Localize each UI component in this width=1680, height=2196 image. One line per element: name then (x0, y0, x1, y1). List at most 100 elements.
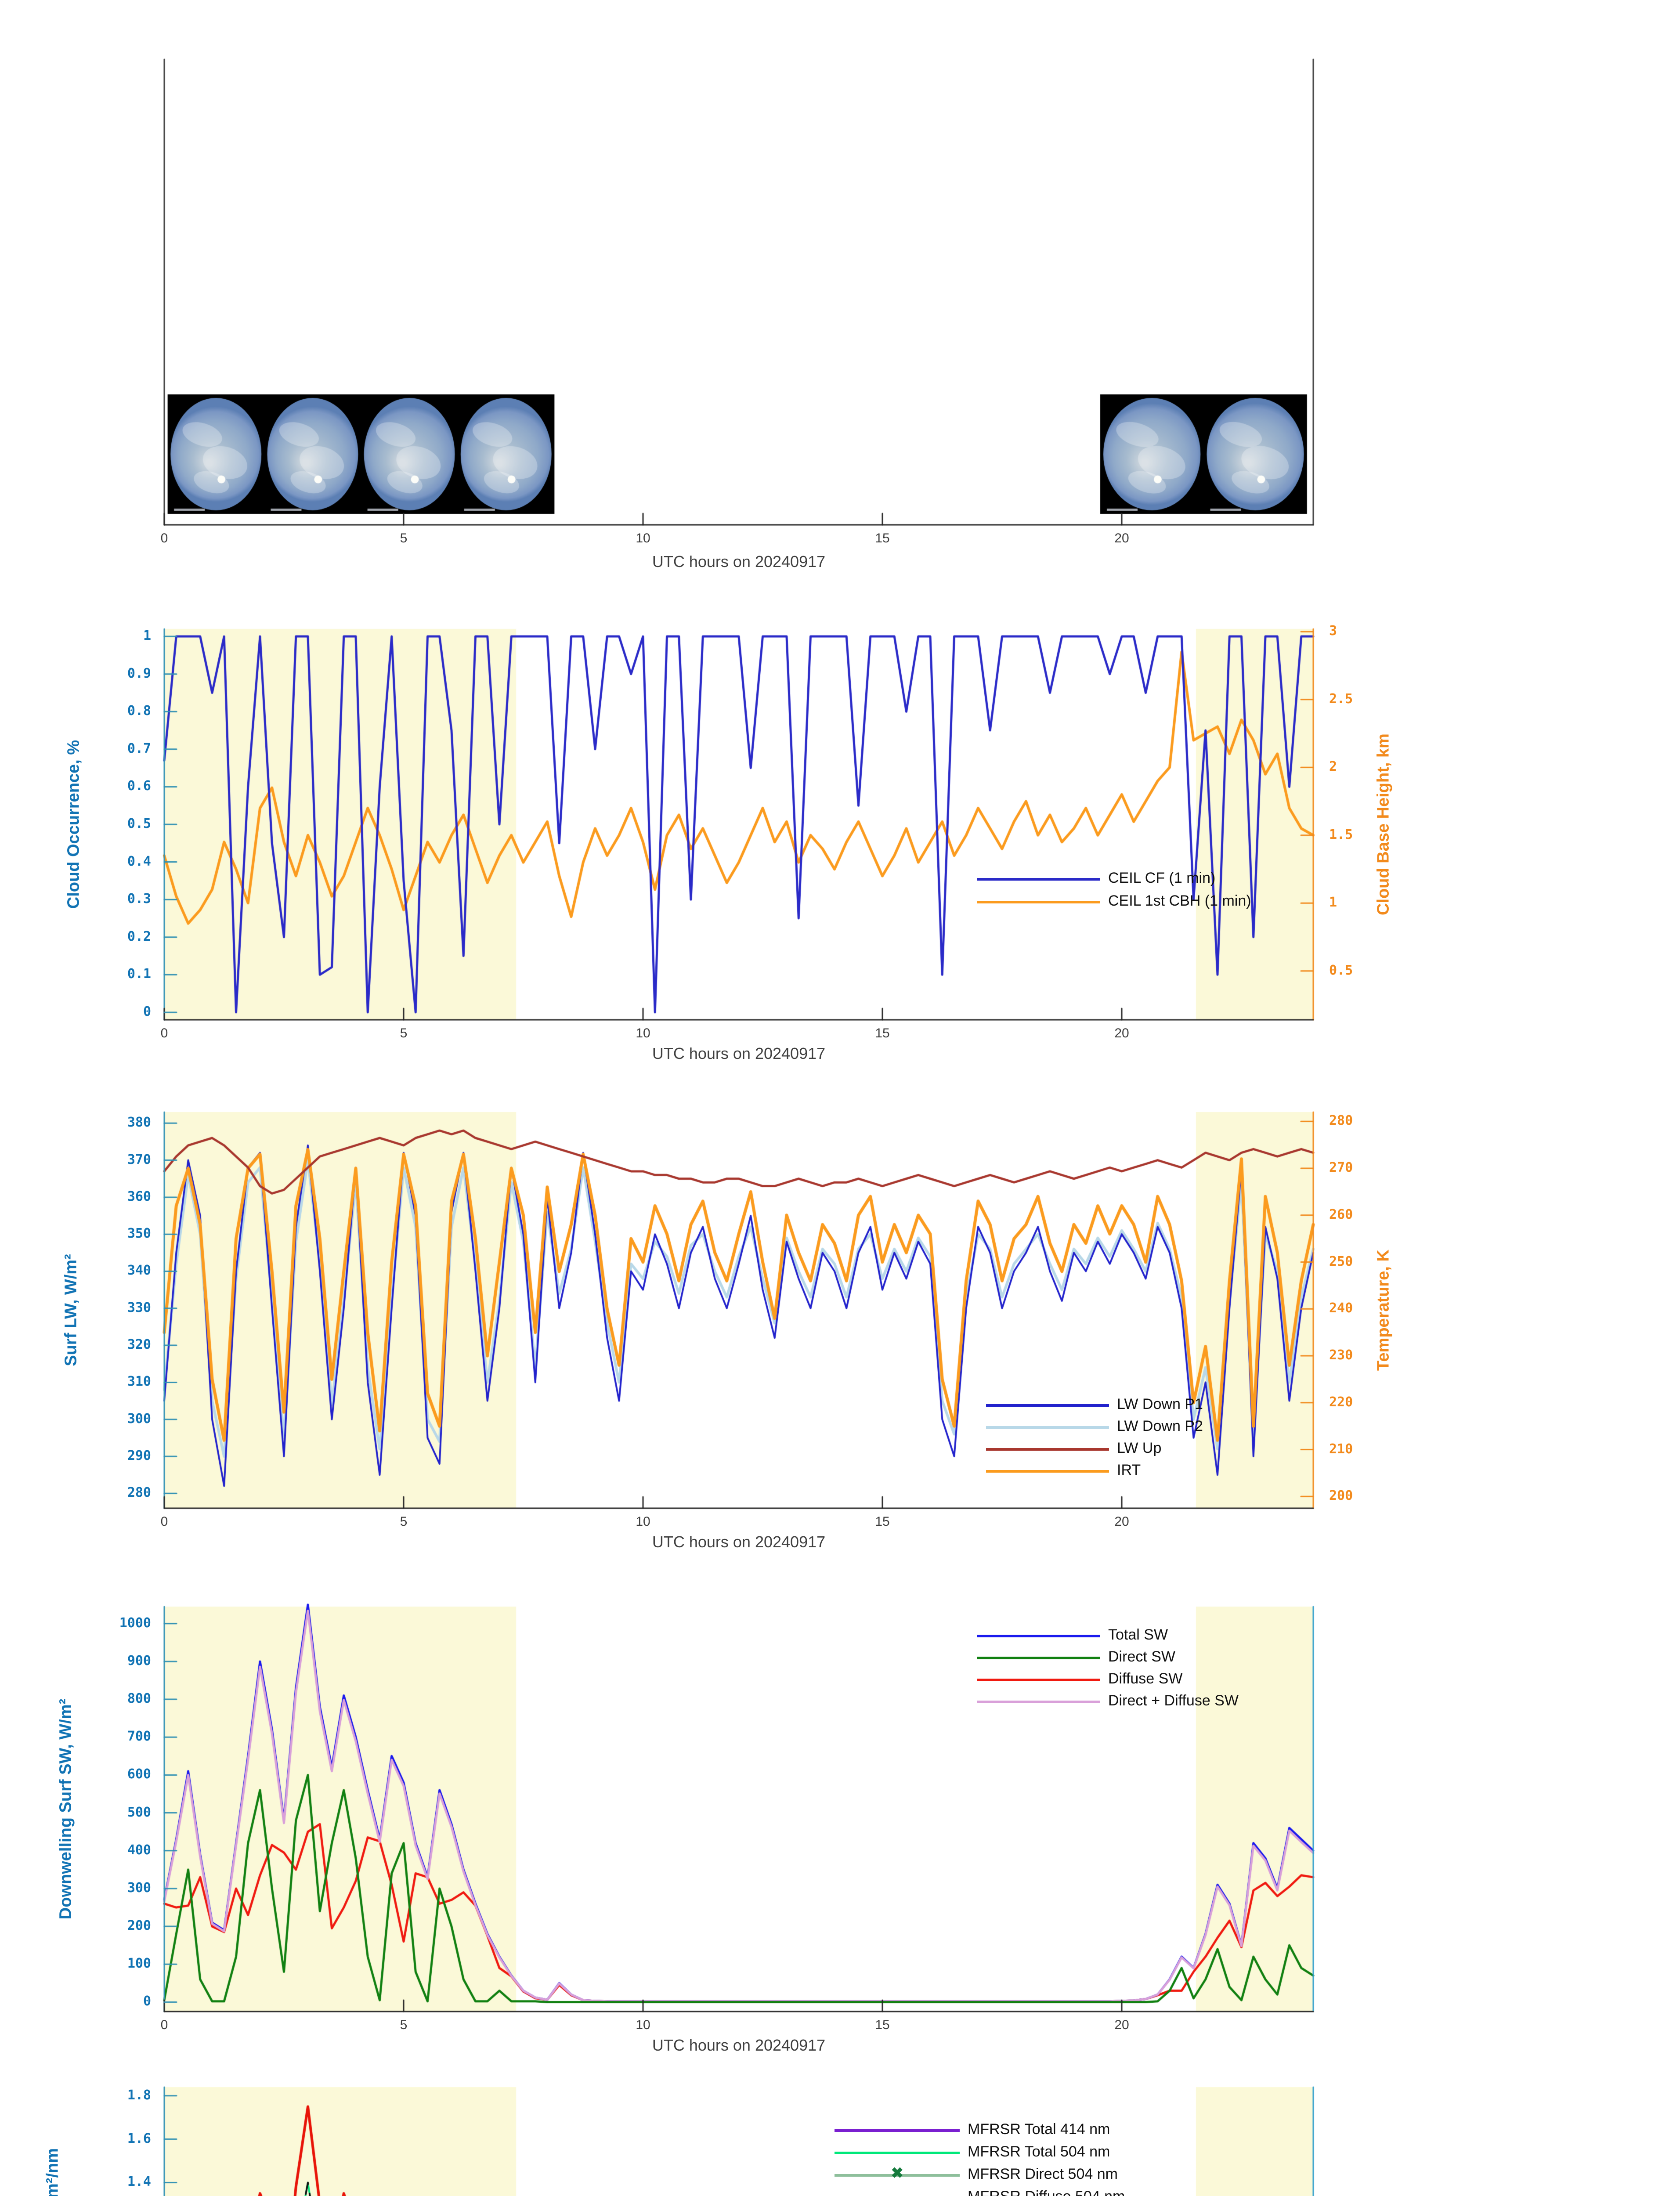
x-tick-label: 5 (400, 2018, 408, 2032)
y-tick-label: 0.1 (127, 966, 151, 982)
legend-label: MFRSR Total 414 nm (968, 2121, 1110, 2138)
legend-label: MFRSR Direct 504 nm (968, 2166, 1118, 2182)
y-tick-label: 0.5 (127, 816, 151, 831)
legend-label: LW Down P1 (1117, 1396, 1203, 1412)
y-tick-label: 290 (127, 1448, 151, 1463)
y-tick-label: 0.9 (127, 665, 151, 681)
x-tick-label: 15 (875, 1514, 890, 1529)
y-tick-label: 0.7 (127, 740, 151, 756)
y-tick-label: 330 (127, 1300, 151, 1315)
y-tick-label: 3 (1329, 623, 1337, 639)
y-tick-label: 280 (1329, 1113, 1353, 1129)
y-tick-label: 0.8 (127, 703, 151, 719)
y-tick-label: 300 (127, 1411, 151, 1427)
x-tick-label: 10 (636, 531, 650, 545)
x-tick-label: 5 (400, 1026, 408, 1040)
panel1-xlabel: UTC hours on 20240917 (652, 553, 826, 571)
legend-line-swatch (986, 1470, 1109, 1473)
y-tick-label: 1 (1329, 895, 1337, 910)
legend-line-swatch (977, 1657, 1100, 1659)
legend-line-swatch (835, 2152, 960, 2154)
y-tick-label: 270 (1329, 1160, 1353, 1176)
x-tick-label: 5 (400, 531, 408, 545)
legend-line-swatch (977, 901, 1100, 903)
legend-label: Direct + Diffuse SW (1108, 1692, 1239, 1709)
y-tick-label: 320 (127, 1337, 151, 1353)
legend-label: LW Up (1117, 1440, 1162, 1456)
legend-line-swatch (977, 1679, 1100, 1681)
legend-label: Direct SW (1108, 1648, 1175, 1665)
y-tick-label: 500 (127, 1804, 151, 1820)
legend-x-marker-icon: ✖ (891, 2165, 904, 2182)
x-tick-label: 20 (1114, 1026, 1129, 1040)
y-tick-label: 300 (127, 1880, 151, 1896)
y-tick-label: 360 (127, 1188, 151, 1204)
legend-label: LW Down P2 (1117, 1418, 1203, 1434)
legend-label: CEIL 1st CBH (1 min) (1108, 892, 1251, 909)
x-tick-label: 10 (636, 1514, 650, 1529)
y-tick-label: 100 (127, 1956, 151, 1972)
y-tick-label: 1000 (119, 1615, 151, 1631)
y-tick-label: 0.5 (1329, 962, 1353, 978)
legend-line-swatch (986, 1448, 1109, 1451)
y-tick-label: 200 (127, 1918, 151, 1934)
y-tick-label: 370 (127, 1152, 151, 1167)
x-tick-label: 0 (160, 1514, 168, 1529)
y-tick-label: 1.4 (127, 2174, 151, 2190)
panel5-ylabel-left: Downwelling Narrowband, W/m²/nm (43, 2148, 62, 2196)
y-tick-label: 380 (127, 1115, 151, 1131)
x-tick-label: 20 (1114, 1514, 1129, 1529)
panel4-xlabel: UTC hours on 20240917 (652, 2036, 826, 2054)
x-tick-label: 5 (400, 1514, 408, 1529)
y-tick-label: 310 (127, 1374, 151, 1390)
y-tick-label: 0 (143, 1994, 151, 2009)
y-tick-label: 210 (1329, 1441, 1353, 1457)
y-tick-label: 1.8 (127, 2087, 151, 2103)
legend-line-swatch (977, 1635, 1100, 1637)
x-tick-label: 0 (160, 2018, 168, 2032)
y-tick-label: 1.6 (127, 2131, 151, 2146)
legend-label: IRT (1117, 1462, 1141, 1478)
y-tick-label: 2 (1329, 759, 1337, 775)
y-tick-label: 340 (127, 1263, 151, 1279)
y-tick-label: 0.3 (127, 891, 151, 907)
x-tick-label: 15 (875, 1026, 890, 1040)
legend-label: MFRSR Total 504 nm (968, 2143, 1110, 2160)
y-tick-label: 260 (1329, 1206, 1353, 1222)
y-tick-label: 0.6 (127, 778, 151, 794)
legend-line-swatch (977, 878, 1100, 881)
y-tick-label: 200 (1329, 1488, 1353, 1504)
x-tick-label: 0 (160, 531, 168, 545)
panel2-xlabel: UTC hours on 20240917 (652, 1044, 826, 1062)
y-tick-label: 0.2 (127, 928, 151, 944)
y-tick-label: 2.5 (1329, 691, 1353, 707)
y-tick-label: 230 (1329, 1347, 1353, 1363)
y-tick-label: 1.5 (1329, 827, 1353, 842)
y-tick-label: 400 (127, 1842, 151, 1858)
x-tick-label: 0 (160, 1026, 168, 1040)
legend-line-swatch (986, 1404, 1109, 1407)
y-tick-label: 0 (143, 1004, 151, 1019)
x-tick-label: 15 (875, 531, 890, 545)
x-tick-label: 10 (636, 1026, 650, 1040)
y-tick-label: 700 (127, 1729, 151, 1745)
legend-line-swatch (977, 1701, 1100, 1703)
y-tick-label: 350 (127, 1226, 151, 1242)
legend-label: Diffuse SW (1108, 1670, 1183, 1687)
y-tick-label: 1 (143, 628, 151, 644)
x-tick-label: 20 (1114, 531, 1129, 545)
y-tick-label: 280 (127, 1485, 151, 1501)
legend-line-swatch (835, 2174, 960, 2177)
x-tick-label: 10 (636, 2018, 650, 2032)
legend-line-swatch (986, 1426, 1109, 1429)
y-tick-label: 220 (1329, 1394, 1353, 1410)
y-tick-label: 0.4 (127, 853, 151, 869)
y-tick-label: 800 (127, 1691, 151, 1707)
y-tick-label: 600 (127, 1766, 151, 1782)
y-tick-label: 900 (127, 1653, 151, 1669)
x-tick-label: 20 (1114, 2018, 1129, 2032)
panel3-xlabel: UTC hours on 20240917 (652, 1533, 826, 1551)
legend-label: Total SW (1108, 1626, 1168, 1643)
